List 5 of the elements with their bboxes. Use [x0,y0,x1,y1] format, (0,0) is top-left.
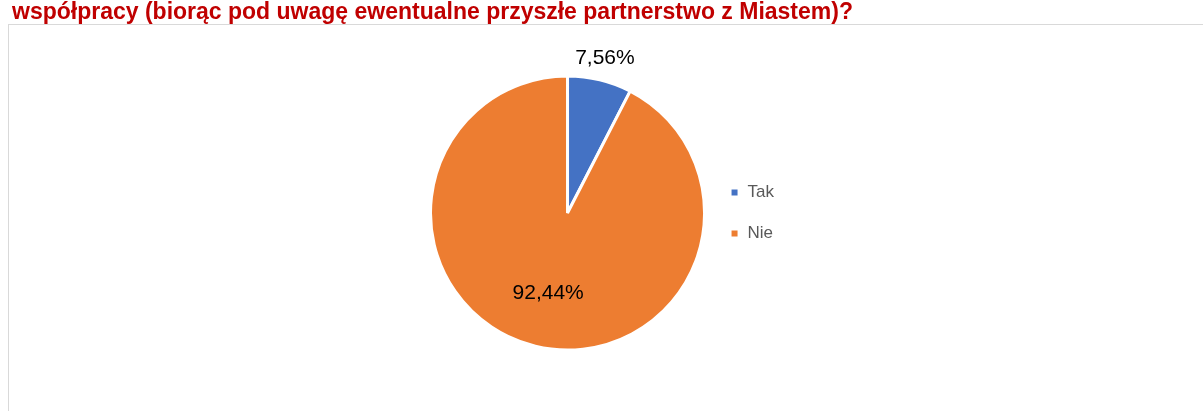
data-label: 92,44% [512,279,584,303]
legend-label: Nie [747,223,774,243]
chart-title: współpracy (biorąc pod uwagę ewentualne przyszłe partnerstwo z Miastem)? [11,0,854,24]
data-label: 7,56% [575,45,635,69]
legend-label: Tak [747,182,775,202]
